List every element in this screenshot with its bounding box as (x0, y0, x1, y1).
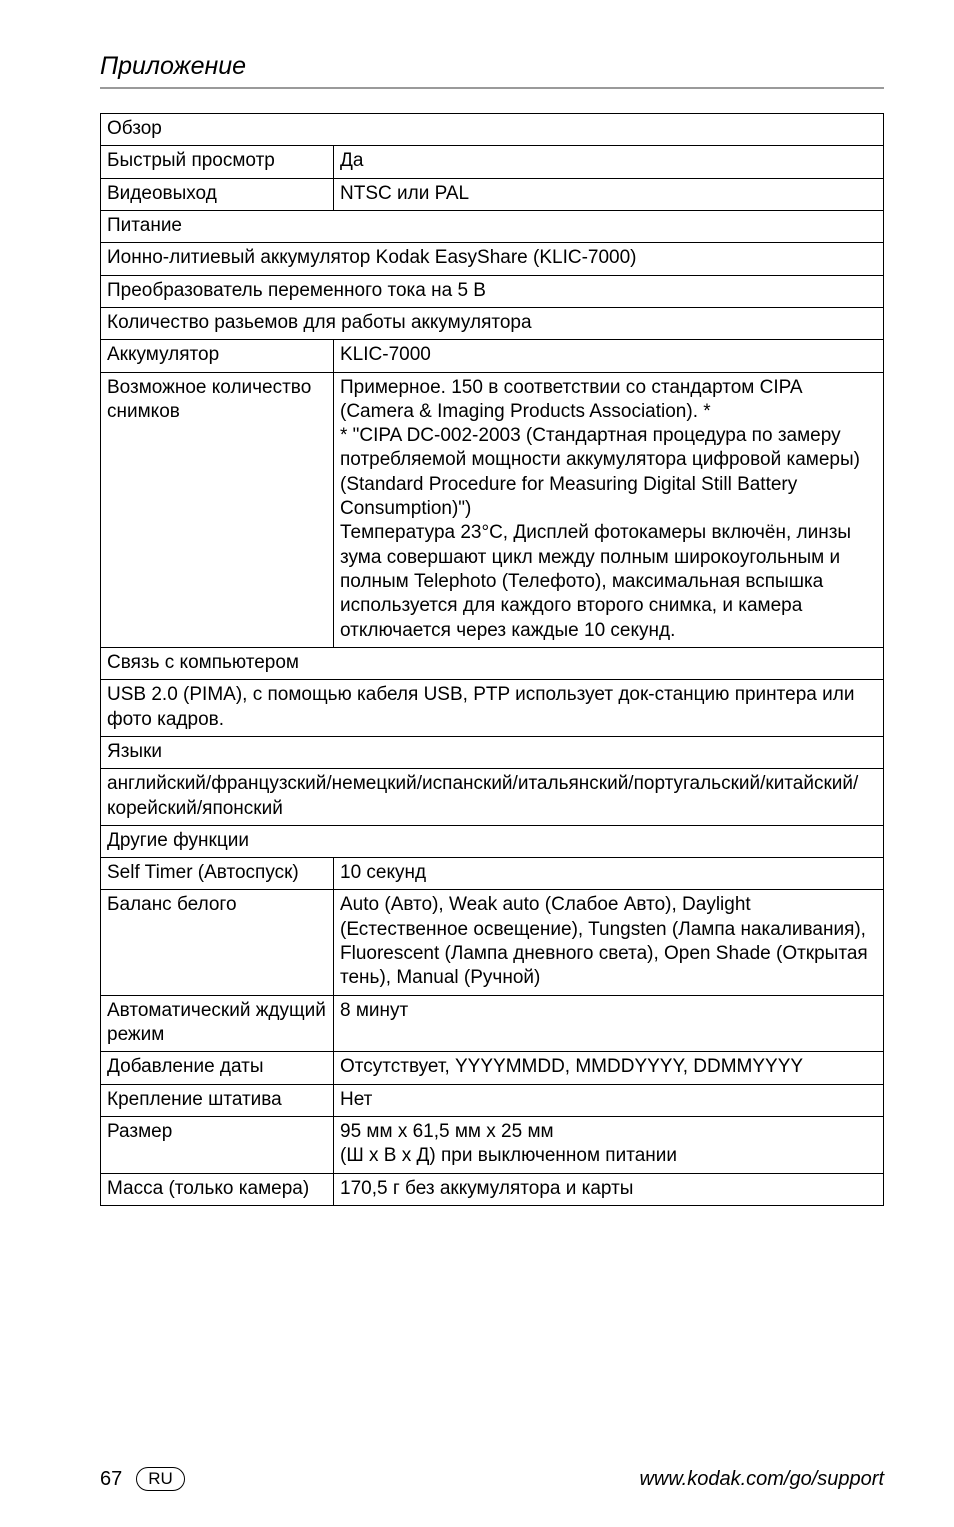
table-row: Быстрый просмотрДа (101, 146, 884, 178)
label-cell: Автоматический ждущий режим (101, 995, 334, 1052)
value-cell: 95 мм x 61,5 мм x 25 мм(Ш x В x Д) при в… (334, 1116, 884, 1173)
table-row: Self Timer (Автоспуск)10 секунд (101, 858, 884, 890)
full-cell: Преобразователь переменного тока на 5 В (101, 275, 884, 307)
table-row: Языки (101, 736, 884, 768)
table-row: Автоматический ждущий режим8 минут (101, 995, 884, 1052)
value-cell: Auto (Авто), Weak auto (Слабое Авто), Da… (334, 890, 884, 995)
value-cell: Нет (334, 1084, 884, 1116)
value-cell: 10 секунд (334, 858, 884, 890)
value-cell: Да (334, 146, 884, 178)
table-row: Возможное количество снимковПримерное. 1… (101, 372, 884, 647)
label-cell: Баланс белого (101, 890, 334, 995)
page-number: 67 (100, 1468, 122, 1491)
section-cell: Языки (101, 736, 884, 768)
value-cell: 8 минут (334, 995, 884, 1052)
section-cell: Связь с компьютером (101, 647, 884, 679)
page-title: Приложение (100, 52, 246, 81)
table-row: АккумуляторKLIC-7000 (101, 340, 884, 372)
full-cell: USB 2.0 (PIMA), с помощью кабеля USB, PT… (101, 680, 884, 737)
full-cell: Количество разьемов для работы аккумулят… (101, 307, 884, 339)
table-row: Крепление штативаНет (101, 1084, 884, 1116)
value-cell: KLIC-7000 (334, 340, 884, 372)
label-cell: Возможное количество снимков (101, 372, 334, 647)
value-cell: NTSC или PAL (334, 178, 884, 210)
label-cell: Аккумулятор (101, 340, 334, 372)
language-badge: RU (136, 1467, 185, 1491)
table-row: Масса (только камера)170,5 г без аккумул… (101, 1173, 884, 1205)
section-cell: Обзор (101, 114, 884, 146)
section-cell: Питание (101, 210, 884, 242)
table-row: Обзор (101, 114, 884, 146)
value-cell: 170,5 г без аккумулятора и карты (334, 1173, 884, 1205)
page-footer: 67 RU www.kodak.com/go/support (100, 1467, 884, 1491)
table-row: английский/французский/немецкий/испански… (101, 769, 884, 826)
table-row: USB 2.0 (PIMA), с помощью кабеля USB, PT… (101, 680, 884, 737)
page-header: Приложение (100, 52, 884, 89)
table-row: Баланс белогоAuto (Авто), Weak auto (Сла… (101, 890, 884, 995)
table-row: Ионно-литиевый аккумулятор Kodak EasySha… (101, 243, 884, 275)
footer-left: 67 RU (100, 1467, 185, 1491)
label-cell: Self Timer (Автоспуск) (101, 858, 334, 890)
table-row: Связь с компьютером (101, 647, 884, 679)
footer-url: www.kodak.com/go/support (639, 1468, 884, 1491)
page: Приложение ОбзорБыстрый просмотрДаВидеов… (0, 0, 954, 1527)
full-cell: английский/французский/немецкий/испански… (101, 769, 884, 826)
value-cell: Отсутствует, YYYYMMDD, MMDDYYYY, DDMMYYY… (334, 1052, 884, 1084)
label-cell: Крепление штатива (101, 1084, 334, 1116)
table-row: Количество разьемов для работы аккумулят… (101, 307, 884, 339)
label-cell: Масса (только камера) (101, 1173, 334, 1205)
table-row: Размер95 мм x 61,5 мм x 25 мм(Ш x В x Д)… (101, 1116, 884, 1173)
label-cell: Размер (101, 1116, 334, 1173)
label-cell: Добавление даты (101, 1052, 334, 1084)
value-cell: Примерное. 150 в соответствии со стандар… (334, 372, 884, 647)
spec-table-body: ОбзорБыстрый просмотрДаВидеовыходNTSC ил… (101, 114, 884, 1206)
label-cell: Быстрый просмотр (101, 146, 334, 178)
section-cell: Другие функции (101, 825, 884, 857)
label-cell: Видеовыход (101, 178, 334, 210)
table-row: Добавление датыОтсутствует, YYYYMMDD, MM… (101, 1052, 884, 1084)
table-row: Другие функции (101, 825, 884, 857)
table-row: Питание (101, 210, 884, 242)
table-row: ВидеовыходNTSC или PAL (101, 178, 884, 210)
table-row: Преобразователь переменного тока на 5 В (101, 275, 884, 307)
spec-table: ОбзорБыстрый просмотрДаВидеовыходNTSC ил… (100, 113, 884, 1206)
full-cell: Ионно-литиевый аккумулятор Kodak EasySha… (101, 243, 884, 275)
